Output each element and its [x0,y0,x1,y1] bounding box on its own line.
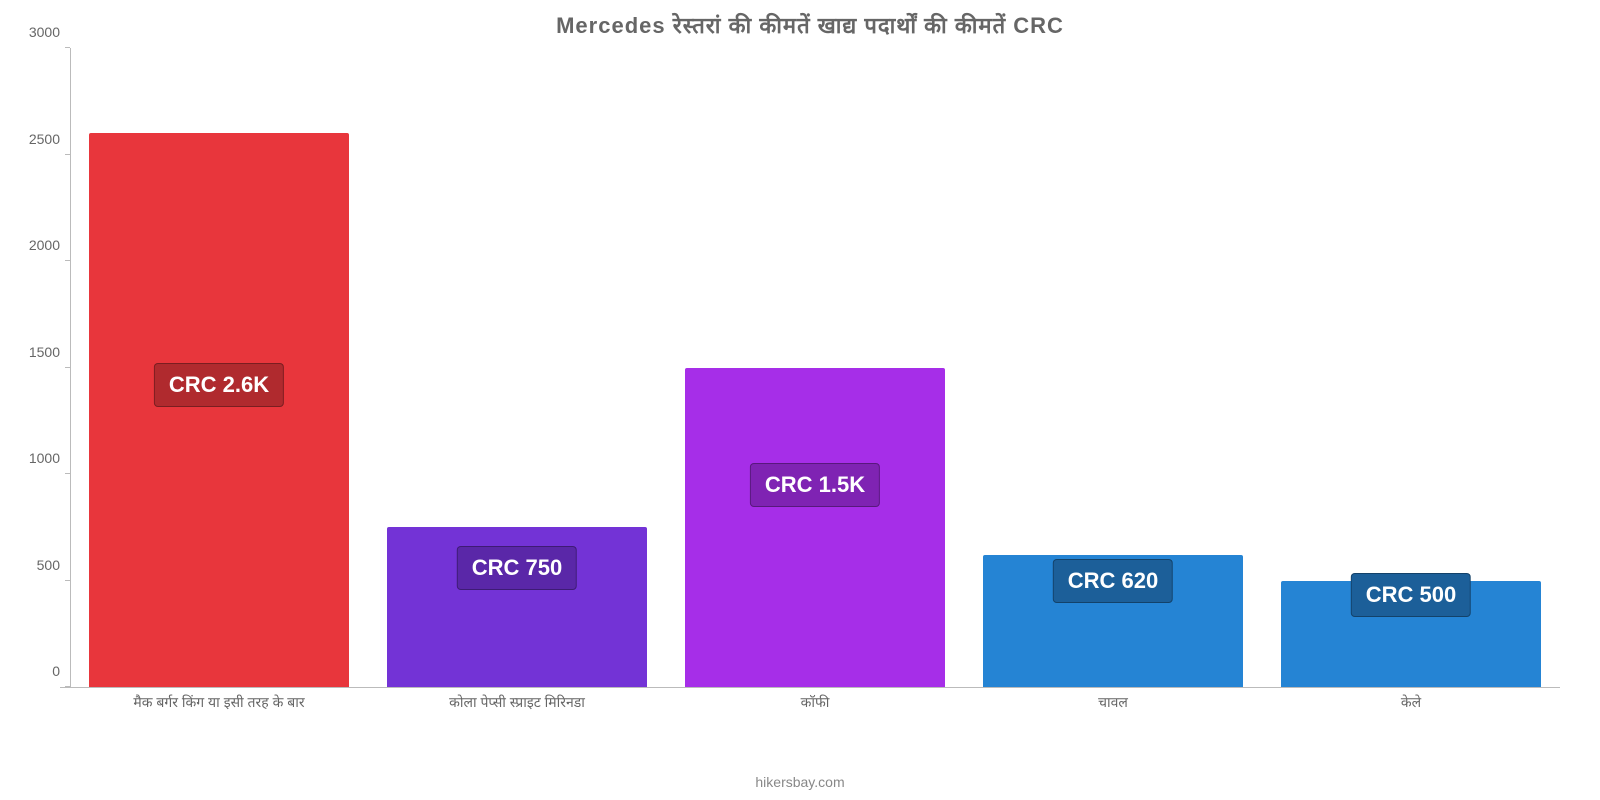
value-badge: CRC 620 [1053,559,1173,603]
value-badge: CRC 2.6K [154,363,284,407]
y-tick-label: 2000 [10,237,60,253]
x-axis-label: चावल [964,693,1262,712]
value-badge: CRC 500 [1351,573,1471,617]
y-tick-label: 1000 [10,450,60,466]
y-tick-label: 3000 [10,24,60,40]
x-axis-label: केले [1262,693,1560,712]
chart-footer: hikersbay.com [0,774,1600,790]
y-tick-label: 0 [10,663,60,679]
bar-slot: CRC 620 [964,48,1262,687]
bar-slot: CRC 500 [1262,48,1560,687]
bar-slot: CRC 750 [368,48,666,687]
x-axis-labels: मैक बर्गर किंग या इसी तरह के बारकोला पेप… [70,693,1560,712]
y-tick-label: 2500 [10,131,60,147]
chart-title: Mercedes रेस्तरां की कीमतें खाद्य पदार्थ… [60,10,1560,40]
chart-container: Mercedes रेस्तरां की कीमतें खाद्य पदार्थ… [0,0,1600,800]
value-badge: CRC 750 [457,546,577,590]
x-axis-label: मैक बर्गर किंग या इसी तरह के बार [70,693,368,712]
y-tick-label: 500 [10,557,60,573]
bar [89,133,348,687]
x-axis-label: कोला पेप्सी स्प्राइट मिरिनडा [368,693,666,712]
bars-group: CRC 2.6K CRC 750 CRC 1.5K CRC 620 CRC 500 [70,48,1560,687]
x-axis-label: कॉफी [666,693,964,712]
value-badge: CRC 1.5K [750,463,880,507]
bar-slot: CRC 1.5K [666,48,964,687]
bar [685,368,944,688]
plot-area: 050010001500200025003000 CRC 2.6KCRC 750… [60,48,1560,688]
y-tick-label: 1500 [10,344,60,360]
bar-slot: CRC 2.6K [70,48,368,687]
